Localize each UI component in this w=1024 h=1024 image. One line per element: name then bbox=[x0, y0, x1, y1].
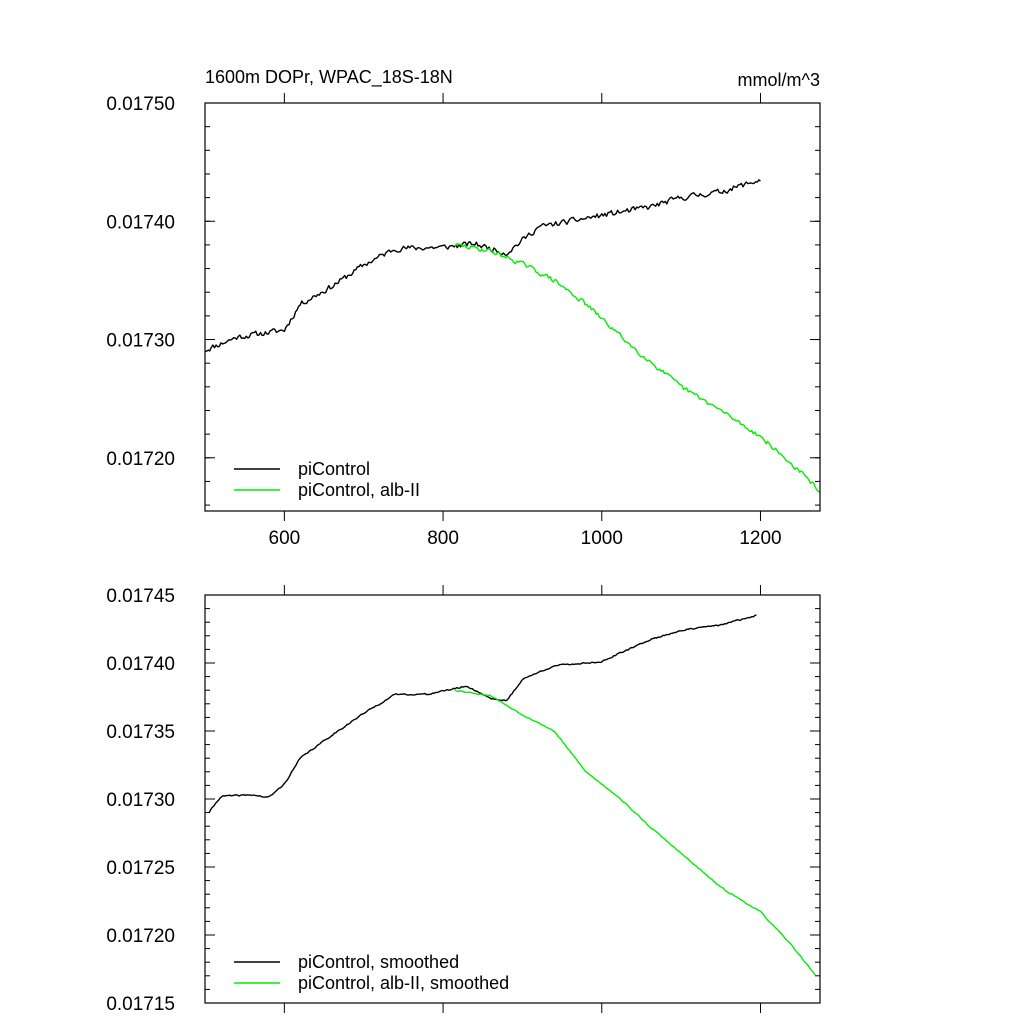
chart-panel-bottom: 0.01715 0.01720 0.01725 0.01730 0.01735 0.017… bbox=[106, 585, 821, 1015]
series-line-picontrol bbox=[204, 179, 761, 353]
y-tick-label: 0.01715 bbox=[106, 994, 175, 1015]
y-tick-label: 0.01730 bbox=[106, 331, 175, 352]
y-tick-label: 0.01740 bbox=[106, 654, 175, 675]
legend-label-picontrol-smoothed: piControl, smoothed bbox=[298, 952, 459, 972]
y-tick-label: 0.01720 bbox=[106, 449, 175, 470]
chart-title: 1600m DOPr, WPAC_18S-18N bbox=[205, 67, 453, 88]
x-tick-label: 1200 bbox=[739, 528, 781, 549]
y-tick-label: 0.01735 bbox=[106, 722, 175, 743]
series-line-picontrol-alb-ii-smoothed bbox=[454, 689, 816, 976]
y-tick-label: 0.01745 bbox=[106, 586, 175, 607]
plot-area bbox=[204, 179, 821, 493]
plot-area bbox=[208, 614, 816, 976]
chart-panel-top: 1600m DOPr, WPAC_18S-18N mmol/m^3 600 800… bbox=[106, 67, 821, 549]
legend: piControl, smoothed piControl, alb-II, s… bbox=[234, 952, 509, 993]
tick-group: 600 800 1000 1200 0.01720 0.01730 0.01740 0.017… bbox=[106, 93, 820, 549]
y-tick-label: 0.01730 bbox=[106, 790, 175, 811]
series-line-picontrol-smoothed bbox=[208, 614, 757, 814]
y-tick-label: 0.01750 bbox=[106, 94, 175, 115]
tick-group: 0.01715 0.01720 0.01725 0.01730 0.01735 0.017… bbox=[106, 585, 820, 1015]
legend-label-alb-ii-smoothed: piControl, alb-II, smoothed bbox=[298, 973, 509, 993]
legend: piControl piControl, alb-II bbox=[234, 459, 420, 500]
units-label: mmol/m^3 bbox=[738, 70, 820, 90]
x-tick-label: 800 bbox=[427, 528, 459, 549]
x-tick-label: 1000 bbox=[581, 528, 623, 549]
plot-frame bbox=[204, 102, 821, 512]
legend-label-alb-ii: piControl, alb-II bbox=[298, 480, 420, 500]
y-tick-label: 0.01720 bbox=[106, 926, 175, 947]
series-line-picontrol-alb-ii bbox=[454, 243, 821, 493]
y-tick-label: 0.01725 bbox=[106, 858, 175, 879]
y-tick-label: 0.01740 bbox=[106, 212, 175, 233]
x-tick-label: 600 bbox=[269, 528, 301, 549]
legend-label-picontrol: piControl bbox=[298, 459, 370, 479]
plot-frame bbox=[204, 594, 821, 1004]
